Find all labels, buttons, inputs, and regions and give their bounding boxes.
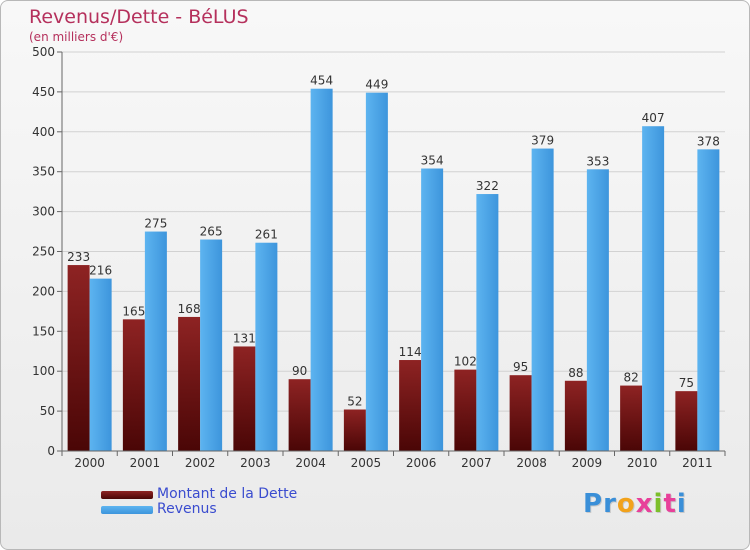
value-label-debt: 165 xyxy=(122,304,145,318)
value-label-debt: 52 xyxy=(347,395,362,409)
bar-debt-2009 xyxy=(564,380,587,451)
bar-debt-2008 xyxy=(509,375,532,451)
bar-revenue-2009 xyxy=(586,169,609,451)
logo-letter: r xyxy=(603,489,617,519)
legend-item-debt: Montant de la Dette xyxy=(101,487,297,502)
bar-debt-2007 xyxy=(454,369,477,451)
x-tick-label: 2011 xyxy=(682,456,713,470)
bar-revenue-2002 xyxy=(200,239,223,451)
logo-letter: i xyxy=(653,489,664,519)
bar-revenue-2008 xyxy=(531,148,554,452)
x-tick-label: 2002 xyxy=(185,456,216,470)
bar-revenue-2006 xyxy=(421,168,444,451)
y-tick-label: 100 xyxy=(32,364,55,378)
value-label-revenue: 379 xyxy=(531,134,554,148)
value-label-debt: 114 xyxy=(399,345,422,359)
y-tick-label: 50 xyxy=(40,404,55,418)
bar-revenue-2007 xyxy=(476,194,499,451)
value-label-debt: 88 xyxy=(568,366,583,380)
legend-label-revenue: Revenus xyxy=(157,501,217,517)
logo-letter: x xyxy=(635,489,654,519)
bar-debt-2000 xyxy=(67,265,90,451)
bar-revenue-2010 xyxy=(642,126,665,452)
bar-debt-2001 xyxy=(122,319,145,451)
x-tick-label: 2001 xyxy=(130,456,161,470)
value-label-revenue: 322 xyxy=(476,179,499,193)
bar-debt-2002 xyxy=(178,316,201,451)
bar-revenue-2005 xyxy=(365,92,388,451)
value-label-revenue: 449 xyxy=(365,78,388,92)
legend-item-revenue: Revenus xyxy=(101,502,297,517)
value-label-debt: 90 xyxy=(292,364,307,378)
value-label-revenue: 378 xyxy=(697,134,720,148)
y-tick-label: 300 xyxy=(32,205,55,219)
x-tick-label: 2006 xyxy=(406,456,437,470)
value-label-revenue: 407 xyxy=(642,111,665,125)
value-label-debt: 168 xyxy=(178,302,201,316)
logo-letter: t xyxy=(663,489,677,519)
x-tick-label: 2004 xyxy=(295,456,326,470)
value-label-debt: 75 xyxy=(679,376,694,390)
bar-revenue-2000 xyxy=(89,278,112,451)
value-label-debt: 95 xyxy=(513,360,528,374)
value-label-revenue: 216 xyxy=(89,264,112,278)
y-tick-label: 0 xyxy=(47,444,55,458)
bar-revenue-2004 xyxy=(310,88,333,451)
bar-debt-2010 xyxy=(620,385,643,451)
x-tick-label: 2010 xyxy=(627,456,658,470)
chart-title: Revenus/Dette - BéLUS xyxy=(29,6,249,28)
bar-revenue-2003 xyxy=(255,242,278,451)
y-tick-label: 350 xyxy=(32,165,55,179)
legend-swatch-revenue xyxy=(101,505,153,514)
legend-label-debt: Montant de la Dette xyxy=(157,486,298,502)
value-label-debt: 102 xyxy=(454,355,477,369)
value-label-revenue: 353 xyxy=(586,154,609,168)
x-tick-label: 2000 xyxy=(74,456,105,470)
y-tick-label: 400 xyxy=(32,125,55,139)
x-tick-label: 2007 xyxy=(461,456,492,470)
logo-letter: P xyxy=(583,489,604,519)
grid-layer xyxy=(62,51,725,452)
bar-debt-2006 xyxy=(399,360,422,451)
value-label-revenue: 265 xyxy=(200,225,223,239)
y-tick-label: 450 xyxy=(32,85,55,99)
logo-letter: o xyxy=(616,489,636,519)
proxiti-logo: Proxiti xyxy=(583,489,687,519)
bar-debt-2004 xyxy=(288,379,311,451)
bar-layer xyxy=(67,88,720,452)
y-tick-label: 200 xyxy=(32,284,55,298)
chart-subtitle: (en milliers d'€) xyxy=(29,30,124,44)
y-tick-label: 150 xyxy=(32,324,55,338)
value-label-revenue: 275 xyxy=(144,217,167,231)
bar-debt-2005 xyxy=(343,409,366,451)
value-label-revenue: 454 xyxy=(310,74,333,88)
x-tick-label: 2003 xyxy=(240,456,271,470)
bar-debt-2011 xyxy=(675,391,698,451)
value-label-revenue: 261 xyxy=(255,228,278,242)
x-tick-label: 2008 xyxy=(516,456,547,470)
value-label-revenue: 354 xyxy=(421,154,444,168)
logo-letter: i xyxy=(676,489,687,519)
bar-debt-2003 xyxy=(233,346,256,451)
bar-revenue-2011 xyxy=(697,149,720,451)
legend-swatch-debt xyxy=(101,490,153,499)
value-label-debt: 131 xyxy=(233,331,256,345)
x-tick-label: 2009 xyxy=(572,456,603,470)
y-tick-label: 250 xyxy=(32,245,55,259)
y-tick-label: 500 xyxy=(32,45,55,59)
legend: Montant de la Dette Revenus xyxy=(101,487,297,517)
value-label-debt: 233 xyxy=(67,250,90,264)
bar-revenue-2001 xyxy=(144,231,167,451)
x-tick-label: 2005 xyxy=(351,456,382,470)
value-label-debt: 82 xyxy=(623,371,638,385)
axis-layer xyxy=(57,51,726,456)
